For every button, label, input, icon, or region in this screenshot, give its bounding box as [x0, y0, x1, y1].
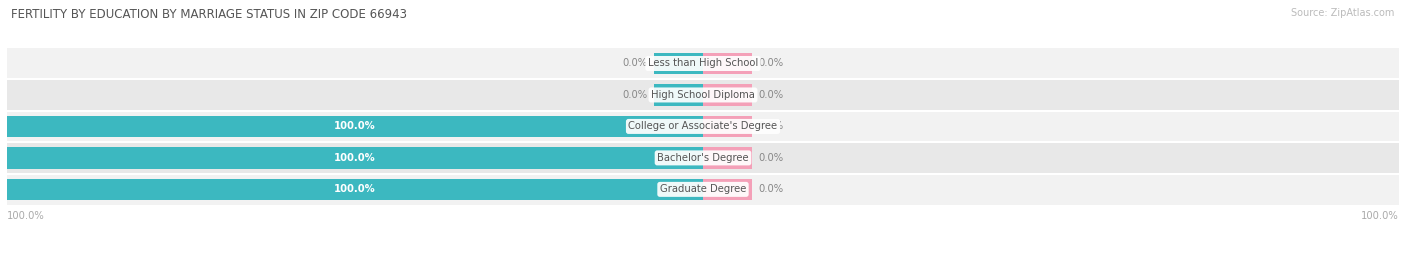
- Text: 0.0%: 0.0%: [759, 153, 783, 163]
- Bar: [654, 53, 703, 74]
- Bar: [654, 84, 703, 106]
- Text: High School Diploma: High School Diploma: [651, 90, 755, 100]
- Bar: [7, 147, 703, 169]
- Bar: [7, 79, 1399, 111]
- Bar: [7, 142, 1399, 174]
- Text: 0.0%: 0.0%: [759, 90, 783, 100]
- Bar: [7, 116, 703, 137]
- Text: 100.0%: 100.0%: [335, 153, 375, 163]
- Text: 0.0%: 0.0%: [759, 184, 783, 194]
- Text: Less than High School: Less than High School: [648, 58, 758, 69]
- Text: 0.0%: 0.0%: [623, 58, 647, 69]
- Text: Bachelor's Degree: Bachelor's Degree: [657, 153, 749, 163]
- Text: 100.0%: 100.0%: [335, 184, 375, 194]
- Bar: [703, 84, 752, 106]
- Text: 100.0%: 100.0%: [1361, 211, 1399, 221]
- Text: 100.0%: 100.0%: [335, 121, 375, 132]
- Bar: [7, 48, 1399, 79]
- Bar: [703, 147, 752, 169]
- Text: Source: ZipAtlas.com: Source: ZipAtlas.com: [1291, 8, 1395, 18]
- Bar: [703, 179, 752, 200]
- Bar: [7, 179, 703, 200]
- Text: 0.0%: 0.0%: [623, 90, 647, 100]
- Bar: [7, 174, 1399, 205]
- Text: 0.0%: 0.0%: [759, 58, 783, 69]
- Bar: [703, 116, 752, 137]
- Text: 0.0%: 0.0%: [759, 121, 783, 132]
- Text: Graduate Degree: Graduate Degree: [659, 184, 747, 194]
- Text: FERTILITY BY EDUCATION BY MARRIAGE STATUS IN ZIP CODE 66943: FERTILITY BY EDUCATION BY MARRIAGE STATU…: [11, 8, 408, 21]
- Text: College or Associate's Degree: College or Associate's Degree: [628, 121, 778, 132]
- Bar: [703, 53, 752, 74]
- Bar: [7, 111, 1399, 142]
- Text: 100.0%: 100.0%: [7, 211, 45, 221]
